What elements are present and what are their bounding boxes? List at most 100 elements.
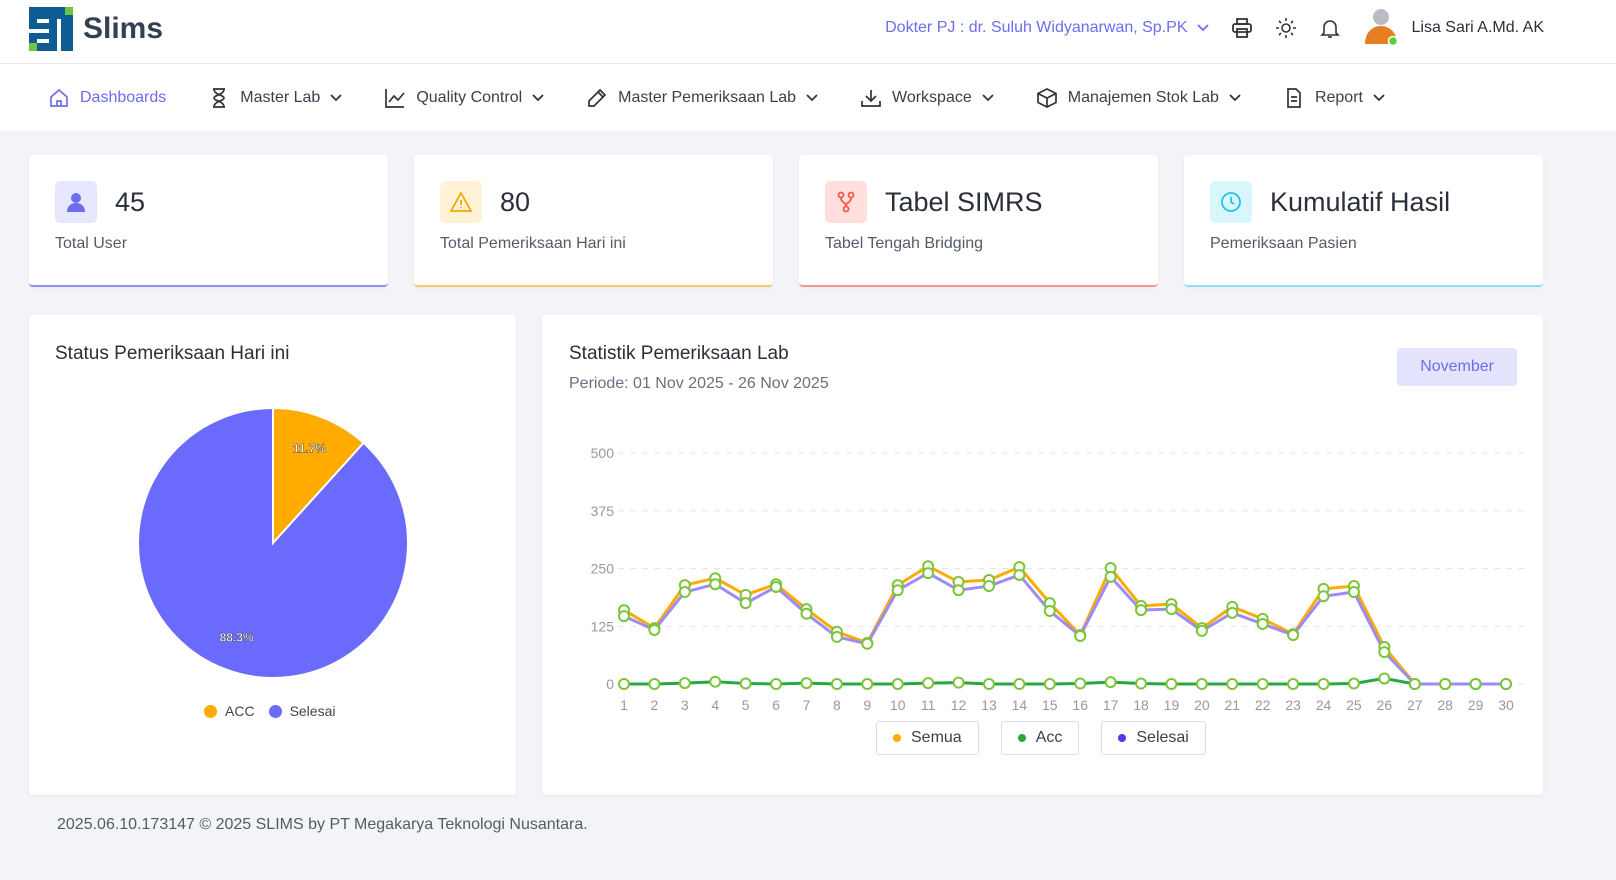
data-point-acc[interactable] (1378, 672, 1391, 685)
data-point-selesai[interactable] (618, 610, 630, 623)
legend-acc[interactable]: ACC (204, 703, 255, 719)
data-point-selesai[interactable] (1226, 606, 1239, 619)
data-point-selesai[interactable] (891, 584, 904, 597)
data-point-acc[interactable] (1287, 678, 1300, 690)
data-point-acc[interactable] (1317, 678, 1330, 690)
data-point-acc[interactable] (1165, 678, 1178, 690)
chevron-down-icon (806, 93, 818, 102)
theme-sun-icon[interactable] (1275, 17, 1297, 39)
avatar (1363, 6, 1399, 51)
data-point-acc[interactable] (1135, 677, 1148, 690)
data-point-selesai[interactable] (861, 637, 874, 650)
data-point-selesai[interactable] (1195, 624, 1208, 637)
data-point-acc[interactable] (922, 677, 935, 690)
data-point-acc[interactable] (1043, 678, 1056, 690)
print-icon[interactable] (1231, 17, 1253, 39)
stat-label: Total Pemeriksaan Hari ini (440, 235, 626, 252)
data-point-acc[interactable] (770, 678, 783, 690)
x-tick-label: 17 (1103, 697, 1119, 713)
data-point-selesai[interactable] (952, 584, 965, 597)
data-point-selesai[interactable] (982, 580, 995, 593)
x-tick-label: 24 (1316, 697, 1332, 713)
nav-workspace[interactable]: Workspace (860, 87, 994, 109)
data-point-selesai[interactable] (1104, 570, 1117, 583)
data-point-selesai[interactable] (1287, 629, 1300, 642)
data-point-acc[interactable] (739, 677, 752, 690)
data-point-selesai[interactable] (1256, 617, 1269, 630)
data-point-acc[interactable] (800, 677, 813, 690)
data-point-selesai[interactable] (1500, 678, 1512, 690)
data-point-selesai[interactable] (739, 597, 752, 610)
y-tick-label: 250 (591, 561, 615, 577)
stat-card-total-pemeriksaan[interactable]: 80 Total Pemeriksaan Hari ini (414, 155, 773, 287)
data-point-acc[interactable] (618, 678, 630, 690)
data-point-selesai[interactable] (1439, 678, 1452, 690)
stat-value: 80 (500, 186, 531, 217)
data-point-acc[interactable] (861, 678, 874, 690)
data-point-acc[interactable] (1195, 678, 1208, 690)
data-point-selesai[interactable] (770, 580, 783, 593)
legend-semua[interactable]: Semua (876, 721, 979, 755)
nav-manajemen-stok-lab[interactable]: Manajemen Stok Lab (1036, 87, 1241, 109)
data-point-selesai[interactable] (1347, 586, 1360, 599)
data-point-acc[interactable] (952, 676, 965, 689)
month-button[interactable]: November (1397, 348, 1517, 386)
nav-report[interactable]: Report (1283, 87, 1385, 109)
data-point-selesai[interactable] (800, 607, 813, 620)
data-point-acc[interactable] (1074, 677, 1087, 690)
data-point-acc[interactable] (891, 678, 904, 690)
data-point-selesai[interactable] (709, 578, 722, 591)
data-point-selesai[interactable] (1378, 646, 1391, 659)
nav-dashboards[interactable]: Dashboards (48, 87, 166, 109)
nav-quality-control[interactable]: Quality Control (384, 87, 544, 109)
data-point-acc[interactable] (1104, 676, 1117, 689)
x-tick-label: 22 (1255, 697, 1271, 713)
data-point-acc[interactable] (1256, 678, 1269, 690)
stat-card-total-user[interactable]: 45 Total User (29, 155, 388, 287)
data-point-selesai[interactable] (1013, 568, 1026, 581)
x-tick-label: 11 (921, 697, 936, 713)
data-point-selesai[interactable] (648, 623, 661, 636)
pie-slice-acc[interactable] (272, 406, 365, 546)
x-tick-label: 4 (711, 697, 719, 713)
bell-icon[interactable] (1319, 17, 1341, 39)
data-point-selesai[interactable] (1043, 605, 1056, 618)
x-tick-label: 26 (1377, 697, 1393, 713)
data-point-acc[interactable] (830, 678, 843, 690)
data-point-selesai[interactable] (678, 586, 691, 599)
nav-master-pemeriksaan-lab[interactable]: Master Pemeriksaan Lab (586, 87, 818, 109)
x-tick-label: 28 (1437, 697, 1453, 713)
legend-selesai[interactable]: Selesai (268, 703, 335, 719)
data-point-selesai[interactable] (1408, 678, 1421, 690)
doctor-label: Dokter PJ : dr. Suluh Widyanarwan, Sp.PK (885, 19, 1188, 36)
nav-label: Dashboards (80, 88, 167, 106)
data-point-selesai[interactable] (1317, 590, 1330, 603)
legend-selesai[interactable]: Selesai (1101, 721, 1206, 755)
logo[interactable]: Slims (29, 7, 163, 51)
doctor-dropdown[interactable]: Dokter PJ : dr. Suluh Widyanarwan, Sp.PK (885, 19, 1210, 37)
stat-card-kumulatif-hasil[interactable]: Kumulatif Hasil Pemeriksaan Pasien (1184, 155, 1543, 287)
data-point-selesai[interactable] (830, 630, 843, 643)
data-point-acc[interactable] (648, 678, 661, 690)
data-point-acc[interactable] (709, 675, 722, 688)
data-point-selesai[interactable] (1469, 678, 1482, 690)
data-point-acc[interactable] (1347, 677, 1360, 690)
x-tick-label: 29 (1468, 697, 1484, 713)
data-point-selesai[interactable] (922, 567, 935, 580)
data-point-selesai[interactable] (1135, 604, 1148, 617)
nav-master-lab[interactable]: Master Lab (208, 87, 342, 109)
data-point-acc[interactable] (1013, 678, 1026, 690)
pie-card: Status Pemeriksaan Hari ini 11.7% 88.3% A… (29, 315, 516, 795)
data-point-acc[interactable] (678, 677, 691, 690)
data-point-selesai[interactable] (1074, 629, 1087, 642)
data-point-acc[interactable] (1226, 678, 1239, 690)
chevron-down-icon (1197, 24, 1210, 32)
data-point-selesai[interactable] (1165, 603, 1178, 616)
x-tick-label: 19 (1164, 697, 1180, 713)
data-point-acc[interactable] (982, 678, 995, 690)
nav-label: Quality Control (416, 88, 523, 106)
stat-card-tabel-simrs[interactable]: Tabel SIMRS Tabel Tengah Bridging (799, 155, 1158, 287)
pie-slice-selesai[interactable] (137, 406, 409, 679)
legend-acc[interactable]: Acc (1000, 721, 1080, 755)
user-menu[interactable]: Lisa Sari A.Md. AK (1363, 6, 1544, 51)
